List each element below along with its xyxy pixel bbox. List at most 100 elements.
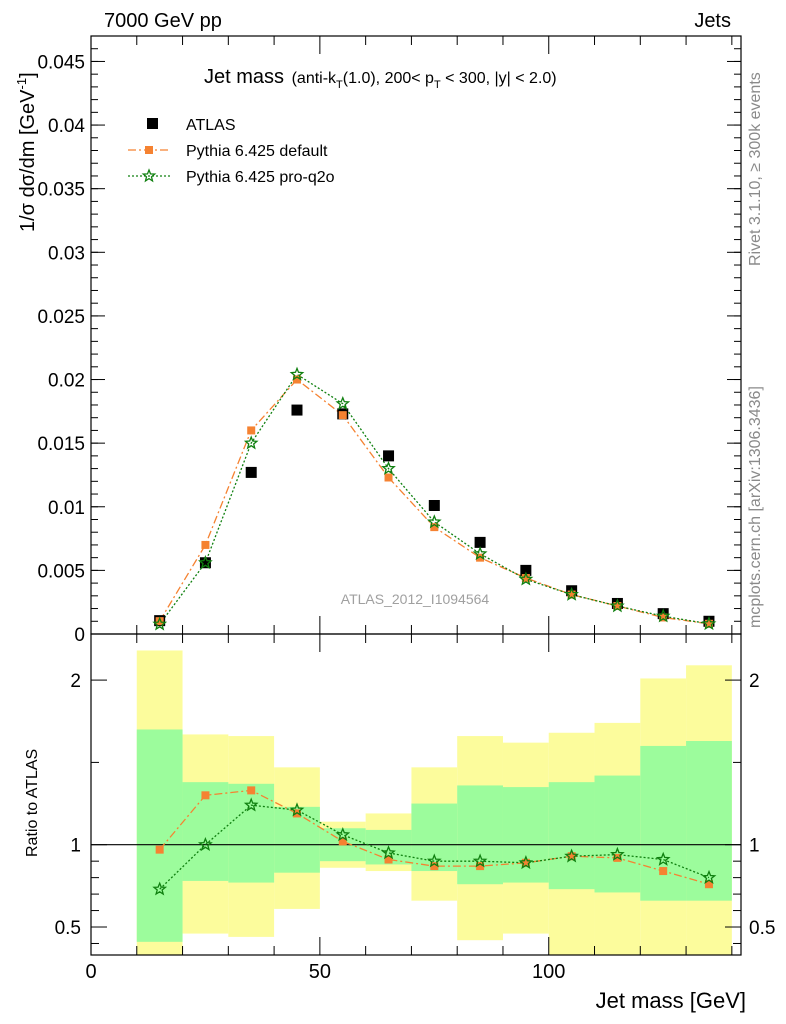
ratio-proq2o-point xyxy=(701,869,717,884)
main-ytick-label: 0.045 xyxy=(37,52,85,73)
x-tick-label: 0 xyxy=(85,961,96,983)
band-inner xyxy=(136,729,183,942)
default-point xyxy=(338,411,347,420)
ratio-data-layer xyxy=(152,786,717,896)
ratio-default-point xyxy=(704,880,713,889)
default-point xyxy=(704,619,713,628)
ratio-ytick-label-right: 0.5 xyxy=(749,918,775,939)
proq2o-point xyxy=(335,395,351,411)
ratio-proq2o-point xyxy=(426,853,442,868)
ratio-ylabel: Ratio to ATLAS xyxy=(24,749,41,857)
default-point xyxy=(659,613,668,622)
atlas-point xyxy=(291,404,303,416)
ratio-default-point xyxy=(384,855,393,864)
proq2o-point xyxy=(152,616,168,631)
ratio-proq2o-point xyxy=(335,827,351,842)
legend-marker-proq2o xyxy=(141,168,157,183)
proq2o-point xyxy=(655,608,671,623)
ratio-default-point xyxy=(567,852,576,861)
band-inner xyxy=(548,782,595,890)
main-ytick-label: 0 xyxy=(74,625,85,646)
atlas-point xyxy=(520,564,532,576)
default-point xyxy=(201,540,210,549)
ratio-proq2o-point xyxy=(197,836,213,852)
proq2o-point xyxy=(610,598,625,613)
atlas-point xyxy=(199,557,211,569)
ratio-ytick-label-right: 1 xyxy=(749,836,760,857)
proq2o-point xyxy=(243,435,259,450)
default-point xyxy=(521,574,530,583)
ratio-proq2o-point xyxy=(564,848,579,863)
main-ytick-label: 0.015 xyxy=(37,434,85,455)
atlas-point xyxy=(428,499,440,511)
ratio-ytick-label-right: 2 xyxy=(749,671,760,692)
proq2o-point xyxy=(289,366,305,381)
ratio-proq2o-point xyxy=(472,853,488,868)
proq2o-point xyxy=(472,545,488,561)
plot-title: Jet mass (anti-kT(1.0), 200< pT < 300, |… xyxy=(204,66,557,91)
ratio-default-point xyxy=(430,862,439,871)
ratio-proq2o-point xyxy=(655,851,671,866)
default-point xyxy=(292,375,301,384)
band-inner xyxy=(411,803,458,872)
main-ytick-label: 0.005 xyxy=(37,561,85,582)
ratio-default-point xyxy=(476,862,485,871)
ratio-default-point xyxy=(659,867,668,876)
ratio-panel: 0.5 0.5 1 1 2 2 0 50 100 xyxy=(55,633,775,983)
proq2o-point xyxy=(564,586,579,601)
main-ytick-label: 0.03 xyxy=(48,243,85,264)
ratio-proq2o-point xyxy=(243,797,259,812)
ratio-default-point xyxy=(247,786,256,795)
main-ytick-label: 0.01 xyxy=(48,498,85,519)
band-inner xyxy=(640,745,687,901)
ratio-proq2o-point xyxy=(518,855,534,870)
atlas-point xyxy=(383,450,395,462)
atlas-point xyxy=(474,536,486,548)
band-inner xyxy=(594,775,641,893)
x-tick-label: 50 xyxy=(309,961,331,983)
ratio-frame xyxy=(90,633,742,956)
analysis-id: ATLAS_2012_I1094564 xyxy=(341,591,490,607)
main-ytick-label: 0.025 xyxy=(37,307,85,328)
legend: ATLAS Pythia 6.425 default Pythia 6.425 … xyxy=(128,117,335,186)
ratio-ytick-label: 2 xyxy=(70,671,81,692)
legend-marker-default xyxy=(145,146,153,154)
main-ytick-label: 0.02 xyxy=(48,371,85,392)
band-inner xyxy=(274,806,320,873)
proq2o-point xyxy=(518,571,534,586)
main-ytick-label: 0.04 xyxy=(48,116,85,137)
band-inner xyxy=(502,787,549,883)
default-point xyxy=(567,590,576,599)
default-point xyxy=(430,523,439,532)
ratio-default-point xyxy=(521,858,530,867)
legend-label-default: Pythia 6.425 default xyxy=(186,143,328,160)
ratio-default-point xyxy=(338,837,347,846)
default-point xyxy=(476,553,485,562)
ratio-ytick-label: 1 xyxy=(70,836,81,857)
ratio-uncertainty-bands xyxy=(136,650,732,955)
ratio-proq2o-point xyxy=(289,802,305,817)
ratio-proq2o-point xyxy=(381,845,396,860)
default-point xyxy=(247,426,256,435)
main-ylabel: 1/σ dσ/dm [GeV-1] xyxy=(14,72,39,232)
main-data-layer xyxy=(152,366,717,631)
band-inner xyxy=(686,741,732,901)
proq2o-point xyxy=(198,554,213,570)
legend-label-proq2o: Pythia 6.425 pro-q2o xyxy=(186,169,335,186)
main-line-proq2o xyxy=(159,373,710,625)
ratio-ytick-label: 0.5 xyxy=(55,918,81,939)
default-point xyxy=(613,602,622,611)
ratio-default-point xyxy=(201,791,210,800)
proq2o-point xyxy=(426,514,442,529)
legend-marker-atlas xyxy=(147,118,158,129)
mcplots-label: mcplots.cern.ch [arXiv:1306.3436] xyxy=(747,386,764,628)
x-tick-label: 100 xyxy=(532,961,565,983)
rivet-label: Rivet 3.1.10, ≥ 300k events xyxy=(747,72,764,266)
atlas-point xyxy=(245,466,257,478)
proq2o-point xyxy=(381,460,396,475)
main-ytick-label: 0.035 xyxy=(37,180,85,201)
ratio-proq2o-point xyxy=(610,846,625,861)
header-right: Jets xyxy=(694,10,731,32)
header-left: 7000 GeV pp xyxy=(104,10,222,32)
